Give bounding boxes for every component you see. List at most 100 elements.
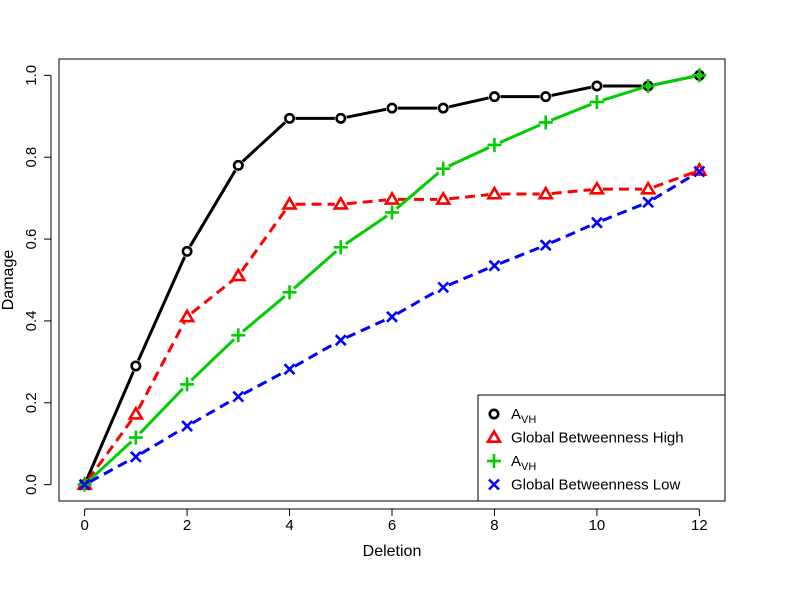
- data-point: [129, 450, 142, 463]
- x-tick-label: 8: [490, 517, 498, 534]
- series-line-segment: [140, 427, 183, 456]
- data-point: [283, 363, 296, 376]
- series-line-segment: [602, 86, 643, 102]
- series-line-segment: [346, 198, 387, 206]
- data-point: [437, 102, 449, 114]
- series-4: [78, 165, 706, 491]
- legend-marker: [488, 408, 500, 420]
- legend-item: Global Betweenness High: [485, 428, 684, 447]
- series-line-segment: [601, 203, 644, 222]
- data-point: [436, 161, 451, 176]
- data-point: [232, 159, 244, 171]
- series-line-segment: [449, 193, 489, 201]
- data-point: [332, 195, 350, 210]
- x-tick-label: 12: [691, 517, 708, 534]
- data-point: [383, 190, 401, 205]
- series-layer: [76, 68, 708, 492]
- series-line-segment: [242, 370, 285, 396]
- plot-frame: [58, 58, 726, 502]
- data-point: [282, 285, 297, 300]
- data-point: [437, 281, 450, 294]
- data-point: [78, 478, 91, 491]
- y-tick-label: 1.0: [23, 65, 40, 86]
- data-point: [127, 405, 145, 420]
- series-line-segment: [293, 250, 338, 290]
- series-line-segment: [346, 107, 387, 119]
- y-tick-label: 0.4: [23, 310, 40, 331]
- series-line-segment: [551, 85, 592, 97]
- series-line-segment: [448, 146, 490, 168]
- y-tick-label: 0.0: [23, 474, 40, 495]
- series-line-segment: [551, 188, 592, 195]
- data-point: [537, 185, 554, 200]
- legend-marker: [485, 428, 503, 444]
- series-line-segment: [653, 75, 694, 87]
- x-tick-label: 4: [285, 517, 293, 534]
- data-point: [180, 377, 195, 392]
- data-point: [232, 390, 245, 403]
- legend-label: Global Betweenness High: [511, 430, 684, 447]
- data-point: [693, 165, 706, 178]
- y-tick-label: 0.8: [23, 147, 40, 168]
- series-line-segment: [344, 214, 388, 246]
- x-axis-title: Deletion: [363, 543, 422, 560]
- legend-marker: [487, 454, 501, 468]
- data-point: [589, 94, 604, 109]
- series-line-segment: [395, 171, 440, 210]
- series-line-segment: [653, 170, 695, 189]
- series-line-segment: [345, 317, 388, 340]
- data-point: [334, 334, 347, 347]
- series-line-segment: [190, 278, 235, 315]
- series-line-segment: [652, 173, 696, 201]
- data-point: [281, 195, 298, 210]
- data-point: [130, 360, 142, 372]
- data-point: [641, 79, 656, 94]
- data-point: [128, 430, 143, 445]
- legend-item: Global Betweenness Low: [488, 477, 680, 494]
- series-line-segment: [188, 169, 237, 247]
- y-tick-label: 0.6: [23, 229, 40, 250]
- data-point: [385, 205, 399, 220]
- legend-label: Global Betweenness Low: [511, 477, 680, 494]
- series-line-segment: [136, 256, 186, 362]
- series-line-segment: [85, 370, 135, 480]
- data-point: [488, 259, 501, 272]
- data-point: [181, 245, 193, 257]
- data-point: [486, 185, 503, 200]
- series-line-segment: [448, 96, 489, 109]
- data-point: [540, 91, 552, 103]
- data-point: [488, 91, 500, 103]
- series-line-segment: [88, 440, 133, 482]
- data-point: [591, 80, 603, 92]
- series-line-segment: [499, 246, 541, 265]
- series-line-segment: [191, 398, 234, 425]
- series-3: [77, 68, 707, 492]
- data-point: [386, 102, 398, 114]
- axes: 0 2 4 6 8 10 12 0.0 0.2 0.4 0.6 0.8 1.0: [23, 65, 708, 534]
- data-point: [434, 190, 452, 205]
- data-point: [539, 239, 552, 252]
- x-tick-label: 10: [589, 517, 606, 534]
- series-line-segment: [448, 266, 490, 287]
- data-point: [386, 310, 398, 323]
- data-point: [487, 137, 502, 152]
- data-point: [333, 240, 348, 255]
- legend-box: [477, 394, 726, 502]
- data-point: [181, 420, 193, 433]
- x-tick-label: 6: [388, 517, 396, 534]
- data-point: [178, 308, 196, 323]
- series-line-segment: [550, 223, 593, 245]
- legend-label: AVH: [511, 406, 536, 426]
- x-tick-label: 0: [80, 517, 88, 534]
- series-line-segment: [89, 458, 132, 484]
- data-point: [231, 328, 246, 343]
- data-point: [284, 112, 296, 124]
- legend: AVH Global Betweenness High AVH Global Betw…: [477, 394, 726, 502]
- data-point: [230, 267, 247, 282]
- series-line-segment: [137, 321, 186, 410]
- legend-item: AVH: [488, 406, 536, 426]
- series-line-segment: [396, 289, 439, 316]
- data-point: [692, 68, 707, 83]
- series-line-segment: [550, 102, 592, 122]
